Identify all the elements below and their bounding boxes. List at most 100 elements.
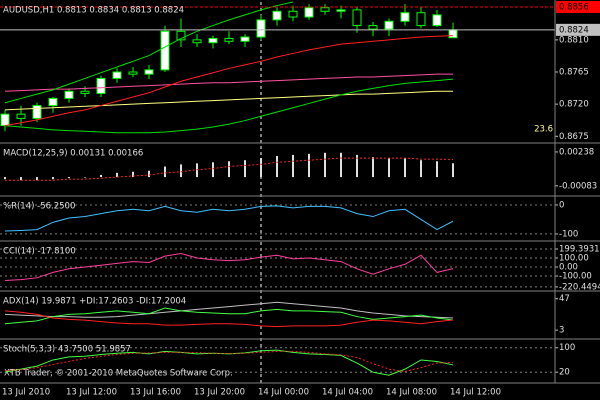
macd-bar	[148, 170, 150, 178]
macd-bar	[292, 154, 294, 178]
y-tick-label: 0.00	[559, 262, 578, 272]
y-tick-label: 0.00238	[559, 147, 594, 157]
macd-bar	[228, 161, 230, 178]
y-tick-label: -0.00083	[559, 181, 597, 191]
panel-title: %R(14) -56.2500	[3, 202, 75, 212]
candle-body	[208, 37, 218, 44]
candle-body	[304, 7, 314, 18]
candle-body	[320, 7, 330, 12]
indicator-line	[4, 350, 454, 373]
y-tick-label: 47	[559, 294, 570, 304]
y-tick-label: 100	[559, 343, 575, 353]
candle-body	[128, 71, 138, 75]
candle-body	[112, 71, 122, 79]
x-tick-label: 13 Jul 2010	[2, 388, 50, 398]
x-tick-label: 14 Jul 04:00	[322, 388, 373, 398]
price-label-box	[556, 23, 600, 36]
macd-bar	[420, 160, 422, 178]
candle-body	[96, 77, 106, 94]
macd-bar	[372, 157, 374, 178]
macd-bar	[116, 172, 118, 178]
y-tick-label: -100.00	[559, 272, 592, 282]
candle-body	[240, 36, 250, 42]
candle-body	[368, 25, 378, 30]
copyright: XTB Trader, © 2001-2010 MetaQuotes Softw…	[4, 369, 233, 379]
candle-body	[224, 37, 234, 42]
price-label: 0.8856	[559, 3, 589, 13]
x-tick-label: 14 Jul 12:00	[450, 388, 501, 398]
macd-bar	[68, 177, 70, 179]
y-tick-label: -220.4494	[559, 282, 600, 292]
macd-bar	[452, 163, 454, 178]
y-tick-label: 199.3931	[559, 245, 600, 255]
indicator-line	[4, 35, 454, 127]
y-tick-label: -100	[559, 229, 578, 239]
macd-bar	[308, 153, 310, 178]
candle-body	[64, 90, 74, 99]
macd-bar	[180, 164, 182, 178]
candle-body	[80, 90, 90, 94]
panel-title: MACD(12,25,9) 0.00131 0.00166	[3, 149, 143, 159]
candle-body	[48, 97, 58, 107]
signal-line	[5, 157, 454, 181]
macd-bar	[388, 158, 390, 178]
x-tick-label: 13 Jul 16:00	[130, 388, 181, 398]
panel-title: CCI(14) -17.8100	[3, 247, 76, 257]
price-label-box	[556, 0, 600, 13]
macd-bar	[212, 162, 214, 178]
candle-body	[288, 10, 298, 18]
y-tick-label: 0.8810	[559, 35, 589, 45]
indicator-line	[4, 73, 453, 92]
indicator-line	[4, 252, 454, 282]
macd-bar	[100, 174, 102, 178]
candle-body	[432, 14, 442, 27]
candle-body	[416, 12, 426, 27]
macd-bar	[52, 177, 54, 180]
candle-body	[352, 9, 362, 27]
macd-bar	[196, 163, 198, 178]
candle-body	[144, 69, 154, 75]
y-tick-label: 20	[559, 368, 570, 378]
y-tick-label: 0	[559, 200, 564, 210]
candle-body	[448, 29, 458, 39]
macd-bar	[276, 155, 278, 178]
candle-body	[176, 30, 186, 41]
indicator-line	[4, 1, 294, 104]
macd-bar	[260, 158, 262, 178]
macd-bar	[84, 177, 86, 178]
macd-bar	[356, 154, 358, 178]
fib-label: 23.6	[534, 124, 553, 134]
macd-bar	[164, 166, 166, 178]
macd-bar	[404, 158, 406, 178]
indicator-line	[4, 78, 454, 134]
x-tick-label: 14 Jul 00:00	[258, 388, 309, 398]
price-label: 0.8824	[559, 25, 589, 35]
macd-bar	[36, 177, 38, 181]
y-tick-label: 0.8720	[559, 100, 589, 110]
candle-body	[16, 113, 26, 119]
candle-body	[0, 113, 10, 127]
candle-body	[32, 105, 42, 119]
macd-bar	[324, 152, 326, 178]
panel-title: AUDUSD,H1 0.8813 0.8834 0.8813 0.8824	[3, 6, 184, 16]
macd-bar	[132, 171, 134, 178]
candle-body	[384, 20, 394, 30]
macd-bar	[436, 161, 438, 178]
candle-body	[192, 39, 202, 44]
panel-title: Stoch(5,3,3) 43.7500 51.9857	[3, 345, 131, 355]
x-tick-label: 14 Jul 08:00	[386, 388, 437, 398]
y-tick-label: 100.00	[559, 253, 589, 263]
x-tick-label: 13 Jul 12:00	[66, 388, 117, 398]
macd-bar	[20, 177, 22, 181]
macd-bar	[244, 160, 246, 178]
candle-body	[336, 9, 346, 12]
y-tick-label: 3	[559, 326, 564, 336]
indicator-line	[4, 301, 454, 319]
candle-body	[272, 10, 282, 21]
x-tick-label: 13 Jul 20:00	[194, 388, 245, 398]
indicator-line	[4, 205, 454, 232]
candle-body	[256, 19, 266, 38]
indicator-line	[4, 307, 454, 325]
